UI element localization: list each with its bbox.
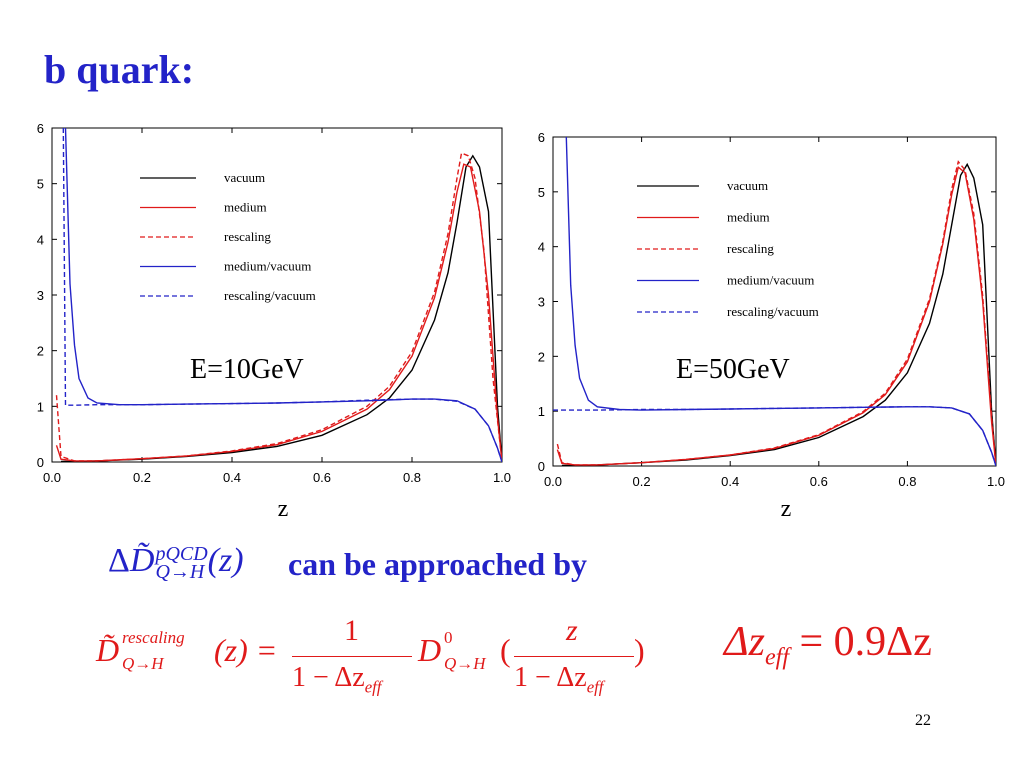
legend-label: medium/vacuum xyxy=(727,273,814,288)
legend-label: rescaling xyxy=(727,241,774,256)
series-line-vacuum xyxy=(61,154,502,462)
q-to-h-subscript-2: Q→H xyxy=(122,654,164,673)
y-tick-label: 0 xyxy=(538,459,545,474)
x-tick-label: 0.8 xyxy=(403,470,421,485)
x-tick-label: 0.2 xyxy=(633,474,651,489)
legend-label: medium/vacuum xyxy=(224,259,311,274)
y-tick-label: 6 xyxy=(538,130,545,145)
rescaling-formula: D̃ rescaling Q→H (z) = 1 1 − Δzeff D 0 Q… xyxy=(96,614,656,710)
legend-label: vacuum xyxy=(727,178,768,193)
x-tick-label: 0.4 xyxy=(223,470,241,485)
y-tick-label: 5 xyxy=(37,177,44,192)
energy-annotation: E=10GeV xyxy=(190,354,304,385)
y-tick-label: 1 xyxy=(538,404,545,419)
y-tick-label: 2 xyxy=(538,349,545,364)
x-tick-label: 0.6 xyxy=(313,470,331,485)
slide-title: b quark: xyxy=(44,47,195,92)
legend-label: medium xyxy=(727,210,770,225)
x-tick-label: 0.2 xyxy=(133,470,151,485)
legend-label: rescaling/vacuum xyxy=(224,288,316,303)
y-tick-label: 6 xyxy=(37,121,44,136)
pqcd-expression: ΔD̃ pQCD Q→H (z) xyxy=(108,542,244,584)
legend-label: medium xyxy=(224,200,267,215)
x-axis-label: z xyxy=(781,496,792,522)
approach-sentence: can be approached by xyxy=(288,546,588,582)
d-tilde-symbol: D̃ xyxy=(129,542,155,579)
y-tick-label: 4 xyxy=(37,232,44,247)
rescaling-superscript: rescaling xyxy=(122,628,185,647)
series-line-medium-vacuum xyxy=(565,137,996,466)
d0-symbol: D xyxy=(418,632,442,668)
y-tick-label: 4 xyxy=(538,240,545,255)
close-paren: ) xyxy=(634,632,645,668)
fraction2-bar xyxy=(514,656,634,657)
fraction2-denominator: 1 − Δzeff xyxy=(514,662,604,697)
y-tick-label: 3 xyxy=(538,295,545,310)
x-axis-label: z xyxy=(278,496,289,522)
x-tick-label: 1.0 xyxy=(493,470,511,485)
delta-symbol: Δ xyxy=(108,542,130,579)
fraction1-bar xyxy=(292,656,412,657)
d0-superscript: 0 xyxy=(444,628,453,647)
y-tick-label: 0 xyxy=(37,455,44,470)
legend-label: vacuum xyxy=(224,170,265,185)
y-tick-label: 2 xyxy=(37,344,44,359)
x-tick-label: 0.8 xyxy=(898,474,916,489)
z-argument: (z) xyxy=(207,542,244,579)
delta-z-eff-formula: Δzeff = 0.9Δz xyxy=(724,619,932,671)
chart-e50: 0.0 0.2 0.4 0.6 0.8 1.0 0 1 2 3 4 5 6 vacuum medium res… xyxy=(538,130,1005,522)
fraction1-denominator: 1 − Δzeff xyxy=(292,662,382,697)
fraction2-numerator: z xyxy=(566,614,578,647)
legend-label: rescaling xyxy=(224,229,271,244)
rescaling-argument: (z) = xyxy=(214,632,278,668)
series-line-medium xyxy=(556,165,996,466)
y-tick-label: 1 xyxy=(37,399,44,414)
legend-label: rescaling/vacuum xyxy=(727,304,819,319)
fraction1-numerator: 1 xyxy=(344,614,359,647)
x-tick-label: 0.6 xyxy=(810,474,828,489)
y-tick-label: 3 xyxy=(37,288,44,303)
rescaled-d-symbol: D̃ xyxy=(96,632,120,668)
energy-annotation: E=50GeV xyxy=(676,354,790,385)
open-paren: ( xyxy=(500,632,511,668)
q-to-h-subscript: Q→H xyxy=(155,561,205,584)
page-number: 22 xyxy=(915,712,931,729)
series-line-rescaling xyxy=(556,160,996,466)
series-line-rescaling-vacuum xyxy=(553,406,996,466)
pqcd-superscript: pQCD xyxy=(155,543,208,566)
q-to-h-subscript-3: Q→H xyxy=(444,654,486,673)
chart-e10: 0.0 0.2 0.4 0.6 0.8 1.0 0 1 2 3 4 5 6 vacuum medium res… xyxy=(37,121,511,522)
x-tick-label: 1.0 xyxy=(987,474,1005,489)
series-line-rescaling xyxy=(55,152,502,462)
series-line-medium xyxy=(55,163,502,462)
y-tick-label: 5 xyxy=(538,185,545,200)
x-tick-label: 0.0 xyxy=(544,474,562,489)
x-tick-label: 0.0 xyxy=(43,470,61,485)
x-tick-label: 0.4 xyxy=(721,474,739,489)
